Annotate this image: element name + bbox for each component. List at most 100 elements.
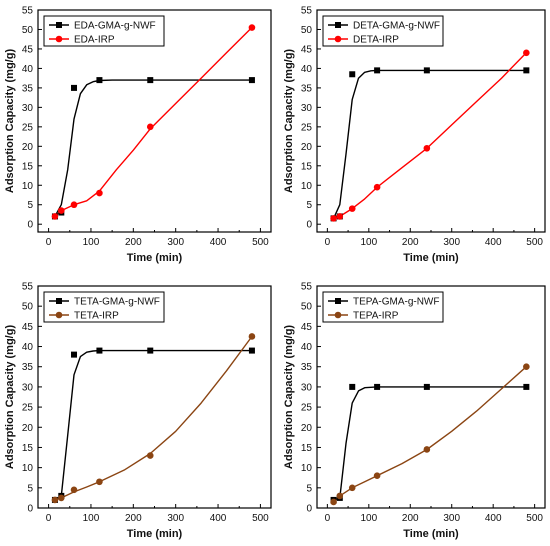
y-tick-label: 20 <box>22 142 34 153</box>
data-point-circle <box>146 452 154 459</box>
y-axis-label: Adsorption Capacity (mg/g) <box>4 49 16 194</box>
x-tick-label: 100 <box>83 237 100 248</box>
legend-marker-square <box>56 298 62 304</box>
legend-box <box>322 291 444 323</box>
data-point-circle <box>330 215 337 222</box>
data-point-circle <box>423 144 431 152</box>
y-tick-label: 25 <box>22 122 34 133</box>
data-point-circle <box>146 123 154 131</box>
legend-entry-label: EDA-GMA-g-NWF <box>74 21 156 32</box>
y-tick-label: 40 <box>22 342 34 353</box>
data-point-circle <box>51 496 59 504</box>
y-tick-label: 15 <box>301 161 313 172</box>
series-line-1 <box>332 69 527 219</box>
x-tick-label: 200 <box>402 237 419 248</box>
data-point-square <box>71 84 78 91</box>
y-tick-label: 45 <box>22 322 34 333</box>
data-point-circle <box>96 478 103 486</box>
data-point-square <box>147 77 154 84</box>
y-tick-label: 50 <box>22 25 34 36</box>
y-tick-label: 50 <box>301 25 313 36</box>
data-point-circle <box>348 484 356 492</box>
data-point-circle <box>70 486 78 494</box>
data-point-circle <box>58 494 65 502</box>
legend-marker-circle <box>334 311 342 319</box>
y-tick-label: 15 <box>22 443 34 454</box>
y-tick-label: 30 <box>22 382 34 393</box>
y-tick-label: 55 <box>301 6 313 17</box>
legend-entry-label: DETA-IRP <box>353 35 399 46</box>
x-axis-label: Time (min) <box>403 252 459 264</box>
y-tick-label: 0 <box>27 504 33 515</box>
y-tick-label: 25 <box>301 403 313 414</box>
x-tick-label: 200 <box>402 513 419 524</box>
data-point-circle <box>51 213 59 220</box>
y-tick-label: 10 <box>301 463 313 474</box>
y-tick-label: 10 <box>301 181 313 192</box>
y-tick-label: 40 <box>301 342 313 353</box>
y-tick-label: 20 <box>301 142 313 153</box>
y-tick-label: 55 <box>22 6 34 17</box>
data-point-circle <box>96 189 103 197</box>
x-tick-label: 0 <box>325 513 331 524</box>
x-tick-label: 300 <box>443 513 460 524</box>
y-tick-label: 30 <box>301 103 313 114</box>
y-tick-label: 35 <box>22 83 34 94</box>
chart-panel-1: 0 100 200 300 400 500 0 5 10 15 20 25 30 35 40 45 50 55 Ti… <box>4 6 272 264</box>
data-point-square <box>374 383 381 390</box>
series-line-2 <box>54 27 253 217</box>
legend-box <box>43 291 165 323</box>
data-point-circle <box>70 201 78 209</box>
data-point-circle <box>373 183 381 191</box>
y-tick-label: 50 <box>301 302 313 313</box>
x-tick-label: 500 <box>252 513 269 524</box>
legend-marker-square <box>56 22 62 28</box>
legend-entry-label: TEPA-GMA-g-NWF <box>353 297 439 308</box>
x-tick-label: 100 <box>360 513 377 524</box>
data-point-square <box>349 383 356 390</box>
data-point-circle <box>330 498 337 506</box>
data-point-square <box>374 67 381 74</box>
data-point-square <box>96 77 103 84</box>
x-tick-label: 300 <box>443 237 460 248</box>
y-tick-label: 30 <box>301 382 313 393</box>
data-point-square <box>423 383 430 390</box>
data-point-circle <box>336 492 344 500</box>
y-tick-label: 20 <box>22 423 34 434</box>
data-point-square <box>349 71 356 78</box>
series-line-2 <box>333 366 527 503</box>
y-tick-label: 55 <box>22 282 34 293</box>
chart-panel-4: 0 100 200 300 400 500 0 5 10 15 20 25 30 35 40 45 50 55 Ti… <box>283 282 546 540</box>
chart-panel-2: 0 100 200 300 400 500 0 5 10 15 20 25 30 35 40 45 50 55 Ti… <box>283 6 546 264</box>
y-axis-label: Adsorption Capacity (mg/g) <box>283 49 295 194</box>
legend-entry-label: TETA-IRP <box>74 311 119 322</box>
x-tick-label: 0 <box>325 237 331 248</box>
legend-entry-label: DETA-GMA-g-NWF <box>353 21 440 32</box>
y-tick-label: 45 <box>301 322 313 333</box>
x-tick-label: 500 <box>526 513 543 524</box>
y-axis-label: Adsorption Capacity (mg/g) <box>4 325 16 470</box>
y-tick-label: 25 <box>22 403 34 414</box>
y-tick-label: 15 <box>301 443 313 454</box>
x-tick-label: 400 <box>210 513 227 524</box>
data-point-circle <box>336 213 344 220</box>
data-point-circle <box>348 205 356 212</box>
y-tick-label: 10 <box>22 181 34 192</box>
legend-marker-square <box>335 22 341 28</box>
y-tick-label: 5 <box>306 483 312 494</box>
series-line-2 <box>54 336 253 501</box>
y-tick-label: 10 <box>22 463 34 474</box>
x-tick-label: 300 <box>167 237 184 248</box>
x-tick-label: 200 <box>125 513 142 524</box>
y-tick-label: 0 <box>27 220 33 231</box>
y-tick-label: 0 <box>306 504 312 515</box>
x-tick-label: 100 <box>360 237 377 248</box>
y-tick-label: 5 <box>306 200 312 211</box>
y-tick-label: 0 <box>306 220 312 231</box>
data-point-square <box>248 77 255 84</box>
data-point-square <box>523 383 530 390</box>
data-point-circle <box>58 207 65 214</box>
x-tick-label: 0 <box>46 513 52 524</box>
y-tick-label: 35 <box>301 362 313 373</box>
y-tick-label: 5 <box>27 483 33 494</box>
